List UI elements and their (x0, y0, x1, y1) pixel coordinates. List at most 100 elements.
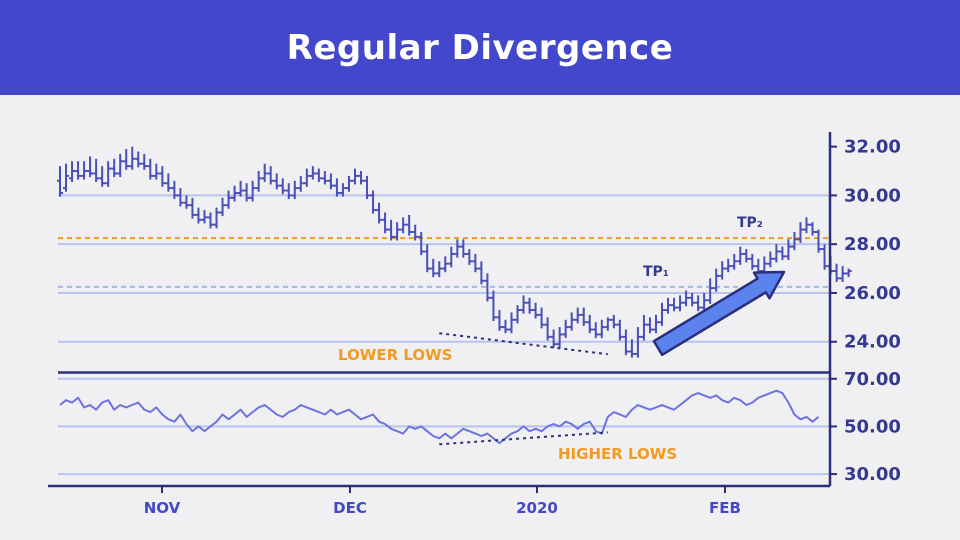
price-bar (508, 312, 515, 334)
price-bar (671, 297, 678, 312)
price-bar (273, 173, 280, 190)
price-bar (701, 292, 708, 312)
price-bar (249, 180, 256, 202)
price-bar (815, 229, 822, 253)
rsi-tick-label: 70.00 (844, 369, 901, 390)
price-bar (430, 258, 437, 278)
price-bar (731, 253, 738, 270)
price-bar (177, 188, 184, 207)
price-bar (81, 161, 88, 180)
price-bar (448, 246, 455, 268)
price-bar (93, 158, 100, 182)
price-bar (550, 329, 557, 348)
price-bar (195, 207, 202, 224)
price-tick-label: 32.00 (844, 137, 901, 158)
price-bar (719, 261, 726, 280)
price-bar (677, 295, 684, 312)
price-bar (394, 222, 401, 241)
rsi-tick-label: 30.00 (844, 464, 901, 485)
price-bar (532, 302, 539, 319)
price-tick-label: 26.00 (844, 283, 901, 304)
price-bar (400, 217, 407, 234)
price-bar (749, 253, 756, 270)
price-bar (141, 153, 148, 170)
x-tick-label: DEC (333, 499, 367, 517)
price-bar (237, 180, 244, 197)
price-bar (785, 239, 792, 261)
price-bar (580, 307, 587, 326)
price-bar (478, 261, 485, 285)
price-bar (562, 319, 569, 339)
price-bar (839, 266, 846, 282)
price-bar (370, 190, 377, 214)
tp1-label: TP₁ (643, 264, 669, 280)
price-bar (189, 197, 196, 219)
price-bar (616, 319, 623, 341)
uptrend-arrow (652, 270, 786, 357)
price-bar (105, 161, 112, 187)
price-bar (75, 161, 82, 180)
price-bar (111, 158, 118, 178)
price-bar (231, 185, 238, 202)
price-bar (803, 217, 810, 234)
uptrend-arrow-shape (652, 270, 786, 357)
price-bar (640, 314, 647, 341)
price-bar (833, 263, 840, 282)
price-bar (333, 178, 340, 197)
price-bar (544, 317, 551, 341)
price-bar (514, 305, 521, 324)
price-bar (797, 222, 804, 243)
price-bar (652, 314, 659, 334)
price-bar (129, 146, 136, 170)
price-bar (297, 175, 304, 192)
price-bar (845, 268, 852, 278)
price-bar (159, 166, 166, 187)
price-bar (466, 249, 473, 265)
price-bar (165, 173, 172, 192)
rsi-panel (59, 389, 820, 445)
price-bar (695, 295, 702, 312)
price-bar (99, 166, 106, 187)
tick-labels: 24.00 26.00 28.00 30.00 32.00 30.00 50.00 70.00… (144, 137, 901, 517)
price-bar (472, 253, 479, 273)
price-bar (388, 219, 395, 241)
page-title: Regular Divergence (286, 27, 674, 68)
price-bar (737, 246, 744, 265)
price-bar (725, 258, 732, 273)
price-bar (147, 158, 154, 180)
tp2-label: TP₂ (737, 215, 763, 231)
price-bar (779, 246, 786, 261)
price-bar (255, 171, 262, 192)
price-bar (207, 212, 214, 229)
price-bar (646, 317, 653, 334)
price-bar (315, 168, 322, 182)
price-bar (309, 166, 316, 180)
price-bar (358, 171, 364, 185)
price-tick-label: 24.00 (844, 332, 901, 353)
price-bar (622, 329, 629, 356)
lower-lows-label: LOWER LOWS (338, 346, 452, 364)
price-bar (123, 149, 130, 170)
trendlines (439, 332, 608, 446)
chart-background (0, 95, 960, 540)
price-bar (364, 175, 371, 200)
lower-lows-trendline (439, 332, 608, 356)
price-bar (219, 197, 226, 217)
annotations: LOWER LOWS HIGHER LOWS TP₁ TP₂ (338, 215, 763, 463)
price-bar (153, 163, 160, 180)
price-bar (382, 212, 389, 234)
price-bar (321, 171, 328, 185)
price-bar (821, 244, 828, 270)
price-bar (183, 195, 190, 209)
price-bar (743, 249, 750, 263)
price-bar (418, 231, 425, 256)
price-bar (69, 161, 76, 182)
price-bar (327, 173, 334, 190)
price-bar (713, 268, 720, 292)
header-banner: Regular Divergence (0, 0, 960, 95)
price-bar (351, 168, 358, 185)
price-bar (604, 317, 611, 331)
price-bar (303, 168, 310, 187)
price-bar (285, 183, 292, 200)
price-bar (291, 180, 298, 200)
